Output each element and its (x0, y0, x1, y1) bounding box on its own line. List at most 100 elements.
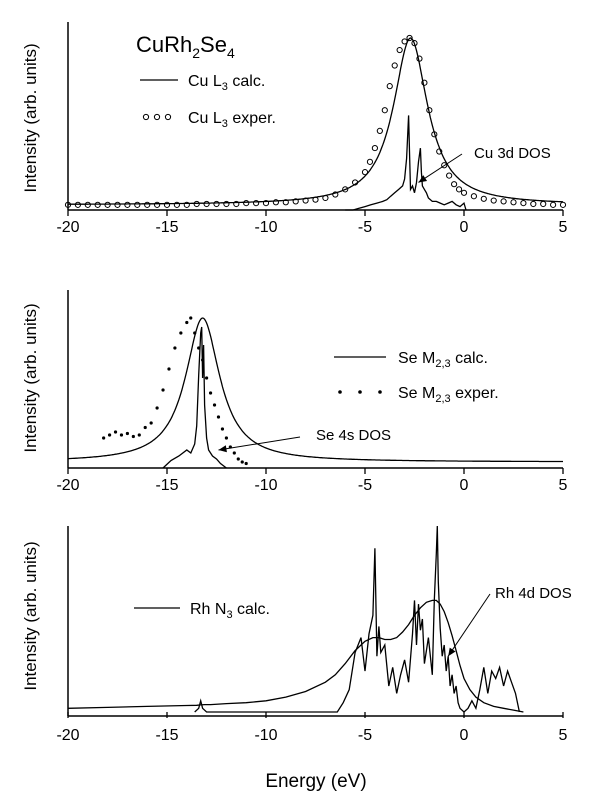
x-axis-title: Energy (eV) (265, 771, 366, 792)
data-point-cu-l3-exper (213, 200, 220, 208)
annotation-arrow-head (448, 647, 456, 657)
data-point-cu-l3-exper (322, 194, 329, 202)
annotation-arrow-line (418, 153, 463, 183)
series-line-cu-l3-calc (68, 37, 563, 205)
data-point-cu-l3-exper (376, 127, 383, 134)
x-tick-label: -10 (254, 727, 277, 744)
x-tick-label: -5 (358, 477, 372, 494)
data-point-cu-l3-exper (352, 179, 359, 186)
data-point-se-m2-3-exper (167, 367, 171, 371)
title-part-2: Se (200, 32, 227, 57)
data-point-cu-l3-exper (154, 201, 161, 208)
data-point-se-m2-3-exper (113, 430, 118, 434)
annotation-arrow-line (218, 436, 301, 451)
data-point-cu-l3-exper (292, 198, 299, 205)
x-tick-label: 0 (460, 477, 469, 494)
y-axis-label-bottom: Intensity (arb. units) (21, 541, 40, 690)
x-tick-label: -5 (358, 727, 372, 744)
data-point-cu-l3-exper (416, 55, 423, 62)
data-point-cu-l3-exper (480, 195, 487, 202)
data-point-cu-l3-exper (460, 189, 468, 196)
data-point-cu-l3-exper (391, 62, 398, 69)
data-point-cu-l3-exper (342, 186, 349, 193)
title-sub-2: 4 (227, 45, 235, 61)
data-point-cu-l3-exper (124, 201, 131, 208)
data-point-cu-l3-exper (431, 131, 438, 138)
series-line-se-4s-dos (162, 326, 227, 469)
data-point-se-m2-3-exper (179, 331, 183, 335)
series-line-cu-3d-dos (345, 115, 467, 211)
annotation-arrow-line (447, 593, 491, 657)
data-point-se-m2-3-exper (155, 406, 159, 410)
data-point-cu-l3-exper (163, 201, 171, 208)
data-point-cu-l3-exper (550, 201, 557, 208)
data-point-se-m2-3-exper (185, 320, 189, 325)
data-point-cu-l3-exper (411, 40, 418, 47)
data-point-cu-l3-exper (114, 201, 121, 208)
data-point-se-m2-3-exper (212, 403, 217, 407)
data-point-se-m2-3-exper (125, 431, 129, 436)
data-point-se-m2-3-exper (149, 421, 153, 425)
data-point-cu-l3-exper (144, 201, 151, 208)
x-tick-label: -15 (155, 727, 178, 744)
data-point-cu-l3-exper (223, 200, 230, 208)
x-tick-label: -20 (56, 727, 79, 744)
data-point-se-m2-3-exper (189, 316, 193, 320)
data-point-cu-l3-exper (441, 162, 448, 169)
data-point-se-m2-3-exper (244, 461, 248, 466)
x-tick-label: 5 (559, 727, 568, 744)
annotation-arrow-head (218, 445, 227, 453)
data-point-cu-l3-exper (262, 200, 270, 207)
annotation-se-4s-dos: Se 4s DOS (316, 427, 391, 444)
data-point-cu-l3-exper (332, 191, 339, 198)
series-line-rh-n3-calc (67, 599, 524, 713)
data-point-cu-l3-exper (94, 201, 101, 208)
data-point-cu-l3-exper (381, 107, 388, 114)
data-point-se-m2-3-exper (107, 433, 112, 437)
data-point-cu-l3-exper (396, 46, 403, 54)
data-point-cu-l3-exper (173, 201, 180, 208)
data-point-se-m2-3-exper (240, 460, 244, 464)
legend-dots-swatch (338, 390, 382, 394)
data-point-cu-l3-exper (490, 197, 497, 204)
x-tick-label: 0 (460, 727, 469, 744)
x-tick-label: 0 (460, 219, 469, 236)
y-axis-label-top: Intensity (arb. units) (21, 43, 40, 192)
data-point-cu-l3-exper (253, 200, 260, 207)
x-tick-label: -15 (155, 219, 178, 236)
data-point-cu-l3-exper (203, 200, 210, 208)
data-point-cu-l3-exper (436, 148, 443, 155)
annotation-arrow-head (418, 175, 428, 183)
legend-entry-se-exper: Se M2,3 exper. (398, 385, 499, 405)
data-point-se-m2-3-exper (131, 434, 135, 439)
data-point-cu-l3-exper (74, 201, 82, 208)
data-point-cu-l3-exper (500, 198, 507, 205)
data-point-cu-l3-exper (84, 201, 91, 208)
y-axis-label-middle: Intensity (arb. units) (21, 303, 40, 452)
legend-entry-cu-calc: Cu L3 calc. (188, 73, 265, 93)
title-sub-1: 2 (192, 45, 200, 61)
plot-area-top (67, 22, 563, 211)
data-point-cu-l3-exper (520, 200, 527, 207)
data-point-cu-l3-exper (386, 83, 393, 90)
data-point-cu-l3-exper (243, 200, 250, 207)
data-point-se-m2-3-exper (143, 425, 147, 430)
panel-se-m23: Intensity (arb. units) Se M2,3 calc. Se … (21, 290, 568, 494)
annotation-rh-4d-dos: Rh 4d DOS (495, 585, 572, 602)
data-point-se-m2-3-exper (119, 433, 124, 437)
data-point-se-m2-3-exper (236, 457, 240, 461)
data-point-cu-l3-exper (134, 201, 141, 208)
data-point-se-m2-3-exper (173, 346, 177, 350)
legend-middle: Se M2,3 calc. Se M2,3 exper. (334, 350, 499, 405)
data-point-cu-l3-exper (371, 144, 378, 152)
x-tick-label: -15 (155, 477, 178, 494)
series-line-rh-4d-dos (194, 525, 521, 713)
data-point-cu-l3-exper (233, 200, 240, 208)
data-point-cu-l3-exper (559, 201, 567, 208)
data-point-cu-l3-exper (426, 107, 433, 114)
legend-entry-cu-exper: Cu L3 exper. (188, 110, 276, 130)
data-point-cu-l3-exper (446, 172, 453, 179)
x-tick-label: 5 (559, 219, 568, 236)
data-point-cu-l3-exper (183, 201, 190, 208)
